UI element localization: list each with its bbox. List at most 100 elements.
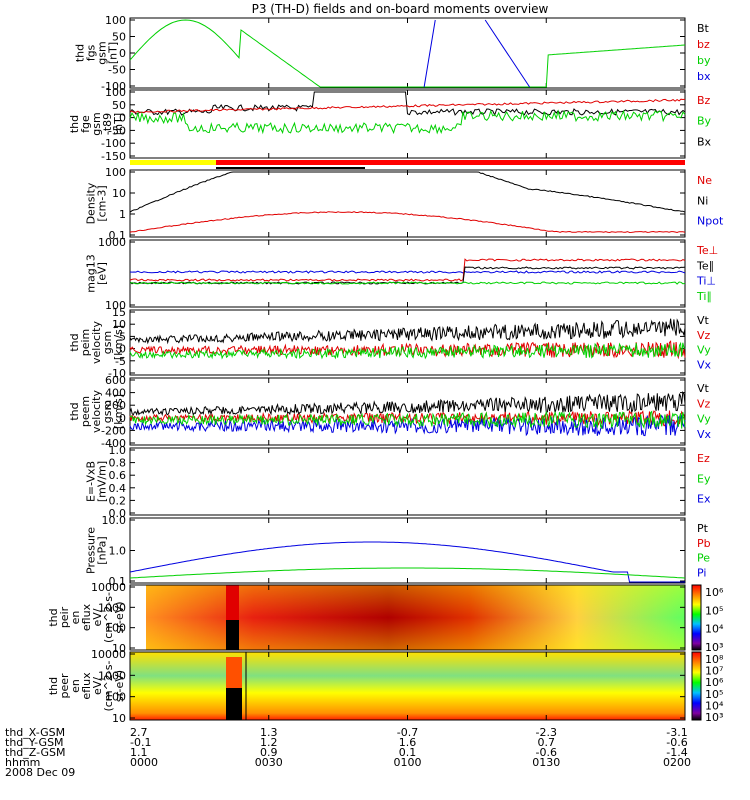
y-tick-label: 5 — [119, 330, 126, 343]
legend-ey: Ey — [697, 472, 711, 485]
colorbar-label: 10⁴ — [705, 699, 724, 712]
trace-fgs-bx — [423, 19, 531, 88]
legend-ti⊥: Ti⊥ — [696, 275, 716, 288]
legend-bz: Bz — [697, 94, 711, 107]
y-tick-label: -10 — [108, 367, 126, 380]
legend-te∥: Te∥ — [696, 259, 714, 272]
legend-ni: Ni — [697, 194, 708, 207]
y-tick-label: 0 — [119, 412, 126, 425]
quality-bar-yellow — [130, 160, 216, 165]
y-tick-label: 100 — [105, 299, 126, 312]
y-tick-label: 0 — [119, 343, 126, 356]
y-axis-label: fgs — [85, 44, 98, 61]
x-row-value: 1.1 — [130, 746, 148, 759]
trace-peem-vx — [129, 414, 686, 437]
y-axis-label: eflux — [80, 603, 93, 631]
electron-spectrogram-fill — [130, 652, 685, 720]
y-tick-label: -100 — [101, 137, 126, 150]
legend-pb: Pb — [697, 537, 711, 550]
y-axis-label: [nPa] — [96, 536, 109, 564]
y-axis-label: gsm — [96, 41, 109, 64]
y-tick-label: 1000 — [98, 669, 126, 682]
x-row-value: 0130 — [532, 756, 560, 769]
colorbar-label: 10³ — [705, 641, 723, 654]
legend-ex: Ex — [697, 493, 711, 506]
y-axis-label: [nT] — [107, 42, 120, 64]
panel-frame — [129, 17, 686, 89]
legend-vx: Vx — [697, 428, 712, 441]
trace-pressure-pi — [129, 541, 685, 583]
y-axis-label: gsm — [101, 331, 114, 354]
y-tick-label: -200 — [101, 424, 126, 437]
y-tick-label: 0.6 — [109, 469, 127, 482]
y-tick-label: 0 — [119, 112, 126, 125]
y-tick-label: 10 — [112, 712, 126, 725]
x-row-value: -3.1 — [666, 726, 687, 739]
panel-peer: 10000 1000 100 10 thdpeerenefluxeV/(cm^2-s-s… — [47, 648, 724, 725]
legend-vz: Vz — [697, 397, 711, 410]
y-tick-label: 0.0 — [109, 507, 127, 520]
y-tick-label: 100 — [105, 86, 126, 99]
trace-temp-tipar — [129, 281, 686, 285]
y-tick-label: 1 — [119, 208, 126, 221]
y-axis-label: [cm-3] — [96, 185, 109, 221]
panel-efield: 1.00.80.60.40.20.0 E=-VxB[mV/m] Ez Ey Ex — [85, 444, 711, 520]
trace-pressure-pe — [129, 567, 686, 579]
y-axis-label: [nT] — [112, 113, 125, 135]
legend-ez: Ez — [697, 452, 710, 465]
legend-ne: Ne — [697, 174, 712, 187]
y-tick-label: 1.0 — [109, 444, 127, 457]
y-axis-label: Pressure — [85, 527, 98, 574]
x-row-label: thd_Y-GSM — [5, 736, 64, 749]
y-axis-label: [km/s] — [112, 394, 125, 429]
legend-te⊥: Te⊥ — [696, 244, 718, 257]
panel-frame — [129, 309, 686, 376]
trace-temp-teperp — [129, 258, 686, 282]
legend-bz: bz — [697, 38, 710, 51]
x-axis-labels: thd_X-GSM 2.7 1.3 -0.7 -2.3 -3.1 thd_Y-GSM -0.1… — [5, 726, 691, 779]
x-row-label: thd_Z-GSM — [5, 746, 65, 759]
panel-density: 100 10 1 0.1 Density[cm-3] Ne Ni Npot — [85, 166, 724, 242]
x-row-value: -0.7 — [397, 726, 418, 739]
trace-peim-vz — [129, 340, 686, 360]
legend-by: by — [697, 54, 711, 67]
y-tick-label: -150 — [101, 150, 126, 163]
y-tick-label: 10000 — [91, 648, 126, 661]
y-axis-label: en — [69, 679, 82, 693]
y-axis-label: [km/s] — [112, 325, 125, 360]
y-tick-label: 100 — [105, 691, 126, 704]
trace-peim-vt — [129, 318, 686, 345]
x-row-value: 0200 — [663, 756, 691, 769]
trace-fgs-by — [129, 19, 686, 88]
y-axis-label: en — [69, 611, 82, 625]
y-axis-label: [mV/m] — [96, 461, 109, 502]
y-tick-label: 10 — [112, 642, 126, 655]
y-axis-label: peem — [79, 396, 92, 427]
trace-density-ne — [129, 211, 686, 234]
y-axis-label: thd — [68, 402, 81, 420]
x-row-value: -0.6 — [536, 746, 557, 759]
y-tick-label: -400 — [101, 437, 126, 450]
y-tick-label: 0.2 — [109, 494, 127, 507]
x-row-value: -0.6 — [666, 736, 687, 749]
y-tick-label: 100 — [105, 14, 126, 27]
electron-gap-black — [226, 688, 242, 720]
y-axis-label: (cm^2-s- — [102, 661, 115, 712]
y-axis-label: (cm^2-s- — [102, 592, 115, 643]
y-tick-label: 100 — [105, 166, 126, 179]
y-axis-label: Density — [85, 182, 98, 224]
panel-peir: 10000 1000 100 10 thdpeirenefluxeV/(cm^2-s-s… — [47, 581, 724, 655]
y-tick-label: 600 — [105, 374, 126, 387]
colorbar-label: 10⁶ — [705, 586, 724, 599]
legend-vz: Vz — [697, 329, 711, 342]
colorbar-label: 10⁸ — [705, 653, 724, 666]
y-tick-label: 1000 — [98, 236, 126, 249]
y-axis-label: gsm — [90, 112, 103, 135]
x-row-value: -1.4 — [666, 746, 687, 759]
y-tick-label: -50 — [108, 124, 126, 137]
